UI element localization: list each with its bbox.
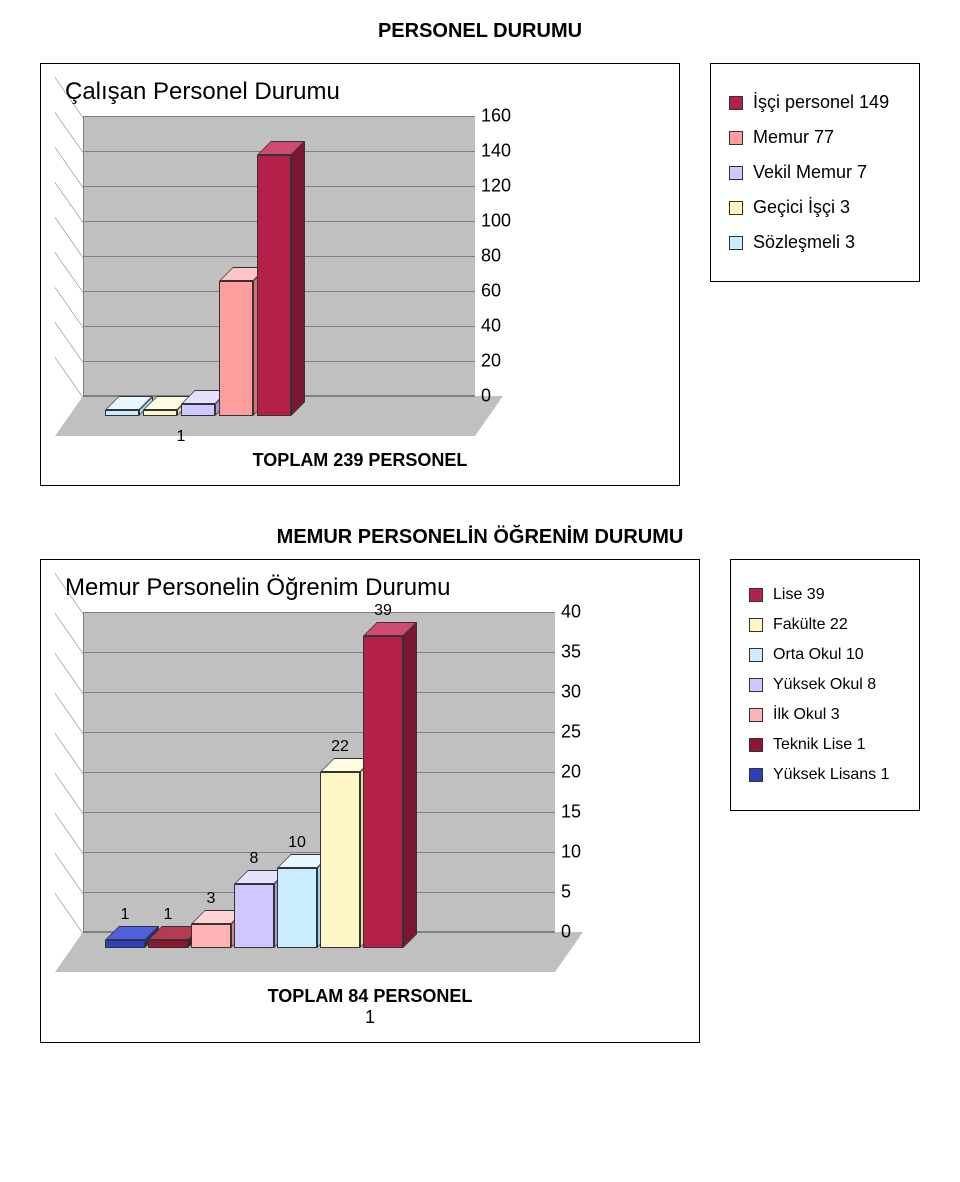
bar-value-label: 10 <box>288 834 306 852</box>
y-axis-label: 120 <box>481 176 523 197</box>
chart1-title: Çalışan Personel Durumu <box>65 78 665 106</box>
y-axis-label: 30 <box>561 682 603 703</box>
bar-value-label: 39 <box>374 602 392 620</box>
bar-yüksek-okul: 8 <box>234 884 274 948</box>
y-axis-label: 160 <box>481 106 523 127</box>
legend-item: İşçi personel 149 <box>729 92 901 113</box>
y-axis-label: 0 <box>481 386 523 407</box>
legend-swatch <box>729 131 743 145</box>
bar-value-label: 8 <box>250 850 259 868</box>
y-axis-label: 15 <box>561 802 603 823</box>
y-axis-label: 60 <box>481 281 523 302</box>
legend-swatch <box>749 588 763 602</box>
legend-item: Geçici İşçi 3 <box>729 197 901 218</box>
bar-value-label: 3 <box>207 890 216 908</box>
legend-item: Lise 39 <box>749 586 901 604</box>
chart2-plot-area: 0510152025303540 1138102239 <box>55 612 555 972</box>
chart1-box: Çalışan Personel Durumu 0204060801001201… <box>40 63 680 486</box>
legend-swatch <box>749 618 763 632</box>
bar-vekil-memur <box>181 404 215 416</box>
bar-lise: 39 <box>363 636 403 948</box>
bar-fakülte: 22 <box>320 772 360 948</box>
legend-item: Orta Okul 10 <box>749 646 901 664</box>
y-axis-label: 20 <box>561 762 603 783</box>
chart2-legend: Lise 39 Fakülte 22 Orta Okul 10 Yüksek Okul… <box>730 559 920 811</box>
legend-item: İlk Okul 3 <box>749 706 901 724</box>
legend-item: Sözleşmeli 3 <box>729 232 901 253</box>
y-axis-label: 140 <box>481 141 523 162</box>
legend-label: İşçi personel 149 <box>753 92 889 113</box>
bar-memur <box>219 281 253 416</box>
bar-i̇şçi-personel <box>257 155 291 416</box>
legend-swatch <box>749 768 763 782</box>
y-axis-label: 25 <box>561 722 603 743</box>
legend-label: Fakülte 22 <box>773 616 848 634</box>
y-axis-label: 40 <box>561 602 603 623</box>
legend-swatch <box>729 166 743 180</box>
chart2-row: Memur Personelin Öğrenim Durumu 0 5 10 15 20… <box>40 559 920 1043</box>
bar-value-label: 1 <box>164 906 173 924</box>
chart2-plot-wrap: 0510152025303540 1138102239 <box>55 612 685 972</box>
legend-label: Teknik Lise 1 <box>773 736 866 754</box>
legend-item: Vekil Memur 7 <box>729 162 901 183</box>
chart1-x-tick: 1 <box>177 428 186 446</box>
bar-sözleşmeli <box>105 410 139 416</box>
legend-label: Lise 39 <box>773 586 825 604</box>
legend-swatch <box>749 648 763 662</box>
chart2-title: Memur Personelin Öğrenim Durumu <box>65 574 685 602</box>
legend-label: İlk Okul 3 <box>773 706 840 724</box>
page-title: PERSONEL DURUMU <box>40 20 920 43</box>
y-axis-label: 10 <box>561 842 603 863</box>
legend-label: Vekil Memur 7 <box>753 162 867 183</box>
bar-geçici-i̇şçi <box>143 410 177 416</box>
legend-label: Yüksek Okul 8 <box>773 676 876 694</box>
chart1-plot-area: 020406080100120140160 1 <box>55 116 475 436</box>
legend-item: Memur 77 <box>729 127 901 148</box>
bar-i̇lk-okul: 3 <box>191 924 231 948</box>
legend-item: Fakülte 22 <box>749 616 901 634</box>
bar-teknik-lise: 1 <box>148 940 188 948</box>
legend-swatch <box>749 738 763 752</box>
legend-swatch <box>729 201 743 215</box>
legend-item: Yüksek Okul 8 <box>749 676 901 694</box>
chart1-bars <box>105 136 415 416</box>
gridline <box>83 612 555 613</box>
legend-label: Orta Okul 10 <box>773 646 864 664</box>
y-axis-label: 5 <box>561 882 603 903</box>
legend-label: Yüksek Lisans 1 <box>773 766 890 784</box>
legend-item: Teknik Lise 1 <box>749 736 901 754</box>
bar-value-label: 1 <box>121 906 130 924</box>
legend-swatch <box>729 96 743 110</box>
y-axis-label: 20 <box>481 351 523 372</box>
chart2-box: Memur Personelin Öğrenim Durumu 0 5 10 15 20… <box>40 559 700 1043</box>
page: PERSONEL DURUMU Çalışan Personel Durumu … <box>0 0 960 1123</box>
chart2-bars: 1138102239 <box>105 628 485 948</box>
legend-swatch <box>749 708 763 722</box>
legend-swatch <box>749 678 763 692</box>
chart2-x-caption: TOPLAM 84 PERSONEL 1 <box>55 986 685 1028</box>
gridline <box>83 116 475 117</box>
legend-item: Yüksek Lisans 1 <box>749 766 901 784</box>
legend-label: Memur 77 <box>753 127 834 148</box>
chart1-legend: İşçi personel 149 Memur 77 Vekil Memur 7 Ge… <box>710 63 920 282</box>
legend-label: Geçici İşçi 3 <box>753 197 850 218</box>
chart1-x-caption: TOPLAM 239 PERSONEL <box>55 450 665 471</box>
y-axis-label: 80 <box>481 246 523 267</box>
bar-value-label: 22 <box>331 738 349 756</box>
y-axis-label: 0 <box>561 922 603 943</box>
bar-orta-okul: 10 <box>277 868 317 948</box>
section2-title: MEMUR PERSONELİN ÖĞRENİM DURUMU <box>40 526 920 549</box>
legend-label: Sözleşmeli 3 <box>753 232 855 253</box>
legend-swatch <box>729 236 743 250</box>
y-axis-label: 40 <box>481 316 523 337</box>
chart2-caption-text: TOPLAM 84 PERSONEL <box>268 986 473 1006</box>
y-axis-label: 100 <box>481 211 523 232</box>
y-axis-label: 35 <box>561 642 603 663</box>
chart2-x-tick: 1 <box>55 1007 685 1028</box>
chart1-plot-wrap: 020406080100120140160 1 <box>55 116 665 436</box>
chart1-row: Çalışan Personel Durumu 0204060801001201… <box>40 63 920 486</box>
bar-yüksek-lisans: 1 <box>105 940 145 948</box>
